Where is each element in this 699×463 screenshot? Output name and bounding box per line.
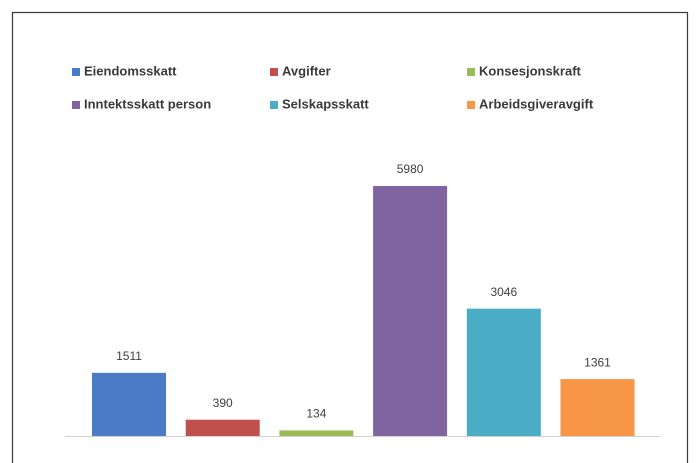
bar: [92, 372, 166, 436]
legend-label: Avgifter: [282, 63, 331, 78]
bar: [466, 308, 541, 436]
legend-label: Inntektsskatt person: [84, 96, 211, 111]
bar: [373, 186, 448, 436]
legend-label: Konsesjonskraft: [479, 63, 582, 78]
legend-swatch: [72, 101, 80, 109]
legend-swatch: [270, 101, 278, 109]
legend-label: Selskapsskatt: [282, 96, 369, 111]
legend: Eiendomsskatt Avgifter Konsesjonskraft Innt…: [72, 63, 594, 111]
bar: [279, 430, 354, 436]
legend-swatch: [467, 101, 475, 109]
value-label: 134: [306, 407, 326, 421]
value-label: 1361: [584, 355, 611, 369]
value-label: 3046: [490, 285, 517, 299]
legend-swatch: [270, 68, 278, 76]
value-label: 390: [213, 396, 233, 410]
bar: [560, 379, 635, 436]
value-label: 1511: [116, 349, 142, 363]
bar: [185, 419, 260, 436]
legend-label: Arbeidsgiveravgift: [479, 96, 594, 111]
value-label: 5980: [397, 162, 424, 176]
legend-swatch: [467, 68, 475, 76]
legend-label: Eiendomsskatt: [84, 63, 177, 78]
legend-swatch: [72, 68, 80, 76]
